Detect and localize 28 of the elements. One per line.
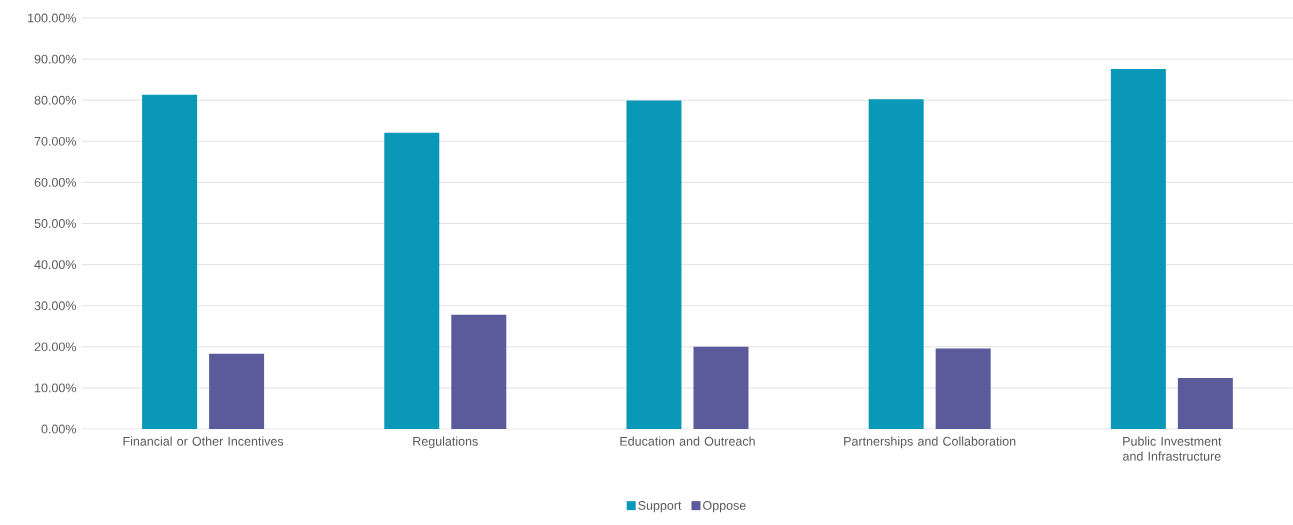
y-tick-label: 80.00% (34, 95, 77, 105)
bar (1110, 68, 1166, 429)
y-tick-label: 20.00% (34, 342, 77, 352)
legend-label: Support (638, 501, 682, 513)
bar (935, 348, 991, 429)
y-tick-label: 40.00% (34, 260, 77, 270)
bar (451, 314, 507, 429)
y-tick-label: 0.00% (41, 424, 77, 434)
bar (626, 100, 682, 429)
y-tick-label: 10.00% (35, 383, 77, 393)
bar (384, 132, 440, 429)
y-tick-label: 60.00% (34, 177, 77, 187)
x-tick-label: Education and Outreach (620, 436, 755, 446)
x-tick-label: Financial or Other Incentives (123, 436, 284, 446)
y-tick-label: 100.00% (28, 13, 77, 23)
bar (209, 353, 265, 429)
x-tick-label: Regulations (413, 436, 478, 449)
x-tick-label: Partnerships and Collaboration (844, 436, 1016, 449)
y-tick-label: 50.00% (34, 219, 77, 228)
y-tick-label: 70.00% (34, 136, 77, 146)
legend-label: Oppose (703, 501, 746, 513)
y-tick-label: 30.00% (34, 301, 77, 311)
bar (693, 346, 749, 429)
x-tick-label: Public Investment and Infrastructure (1123, 436, 1222, 461)
bar (142, 94, 198, 429)
bar (868, 99, 924, 429)
y-tick-label: 90.00% (34, 54, 77, 64)
bar (1177, 378, 1233, 429)
